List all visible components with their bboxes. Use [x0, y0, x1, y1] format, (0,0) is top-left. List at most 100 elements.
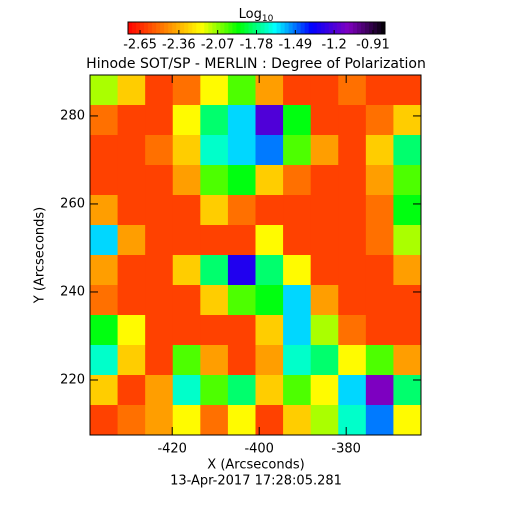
heatmap-cell [255, 75, 284, 106]
heatmap-cell [338, 165, 367, 196]
heatmap-cell [283, 75, 312, 106]
footer-date: 13-Apr-2017 17:28:05.281 [170, 474, 342, 489]
colorbar-swatch [312, 22, 318, 34]
heatmap-cell [338, 405, 367, 436]
heatmap-cell [200, 225, 229, 256]
colorbar-swatch [136, 22, 141, 34]
heatmap-cell [90, 345, 119, 376]
heatmap-cell [283, 315, 312, 346]
colorbar-swatch [304, 22, 310, 34]
colorbar-swatch [344, 22, 350, 34]
heatmap-cell [200, 75, 229, 106]
heatmap-cell [338, 135, 367, 166]
heatmap-cell [200, 285, 229, 316]
colorbar-swatch [372, 22, 378, 34]
colorbar-swatch [224, 22, 229, 34]
heatmap-cell [283, 285, 312, 316]
heatmap-cell [283, 375, 312, 406]
heatmap-cell [393, 285, 422, 316]
colorbar-swatch [348, 22, 354, 34]
colorbar-swatch [284, 22, 290, 34]
heatmap-cell [310, 255, 339, 286]
colorbar-tick-label: -0.91 [356, 38, 390, 53]
heatmap-cell [117, 135, 146, 166]
heatmap-cell [145, 345, 174, 376]
heatmap-cell [200, 375, 229, 406]
heatmap-cell [283, 135, 312, 166]
colorbar: -2.65 -2.36 -2.07 -1.78 -1.49 -1.2 -0.91 [123, 21, 390, 53]
heatmap-cell [338, 195, 367, 226]
axes: -420 -400 -380 220 240 260 280 [60, 74, 422, 457]
heatmap-cell [117, 165, 146, 196]
heatmap-cell [145, 135, 174, 166]
heatmap-cell [365, 375, 394, 406]
heatmap-field [90, 75, 422, 436]
y-tick-label: 220 [60, 372, 85, 387]
heatmap-cell [393, 225, 422, 256]
chart-title: Hinode SOT/SP - MERLIN : Degree of Polar… [86, 56, 426, 72]
colorbar-swatch [164, 22, 169, 34]
colorbar-swatch [128, 22, 133, 34]
colorbar-tick-label: -2.07 [201, 38, 235, 53]
heatmap-cell [145, 405, 174, 436]
heatmap-cell [255, 105, 284, 136]
heatmap-cell [227, 285, 256, 316]
heatmap-cell [227, 195, 256, 226]
heatmap-cell [145, 255, 174, 286]
heatmap-cell [227, 165, 256, 196]
colorbar-swatch [176, 22, 181, 34]
heatmap-cell [365, 75, 394, 106]
colorbar-swatch [188, 22, 193, 34]
colorbar-swatch [296, 22, 302, 34]
heatmap-cell [365, 405, 394, 436]
colorbar-tick-label: -1.78 [240, 38, 274, 53]
colorbar-swatch [364, 22, 370, 34]
heatmap-cell [310, 345, 339, 376]
heatmap-cell [117, 105, 146, 136]
heatmap-cell [255, 405, 284, 436]
heatmap-cell [172, 195, 201, 226]
colorbar-swatch [332, 22, 338, 34]
heatmap-cell [200, 105, 229, 136]
colorbar-swatch [216, 22, 221, 34]
heatmap-cell [172, 105, 201, 136]
heatmap-cell [117, 75, 146, 106]
heatmap-cell [117, 225, 146, 256]
heatmap-cell [90, 225, 119, 256]
heatmap-cell [90, 255, 119, 286]
heatmap-cell [117, 195, 146, 226]
heatmap-cell [393, 405, 422, 436]
heatmap-cell [310, 195, 339, 226]
heatmap-cell [283, 345, 312, 376]
heatmap-cell [227, 135, 256, 166]
colorbar-swatch [324, 22, 330, 34]
heatmap-cell [393, 315, 422, 346]
colorbar-swatch [276, 22, 282, 34]
heatmap-cell [338, 285, 367, 316]
heatmap-cell [172, 225, 201, 256]
heatmap-cell [283, 255, 312, 286]
heatmap-cell [365, 225, 394, 256]
heatmap-cell [200, 345, 229, 376]
heatmap-cell [310, 225, 339, 256]
heatmap-cell [310, 75, 339, 106]
heatmap-cell [283, 405, 312, 436]
colorbar-swatch [248, 22, 253, 34]
heatmap-cell [172, 405, 201, 436]
colorbar-swatch [244, 22, 249, 34]
heatmap-cell [172, 315, 201, 346]
heatmap-cell [310, 375, 339, 406]
colorbar-swatch [236, 22, 241, 34]
colorbar-swatch [228, 22, 233, 34]
colorbar-swatch [352, 22, 358, 34]
heatmap-cell [172, 375, 201, 406]
heatmap-cell [310, 135, 339, 166]
colorbar-swatch [132, 22, 137, 34]
heatmap-cell [227, 75, 256, 106]
heatmap-cell [200, 315, 229, 346]
heatmap-cell [255, 195, 284, 226]
colorbar-swatch [376, 22, 382, 34]
colorbar-swatch [328, 22, 334, 34]
heatmap-cell [255, 375, 284, 406]
